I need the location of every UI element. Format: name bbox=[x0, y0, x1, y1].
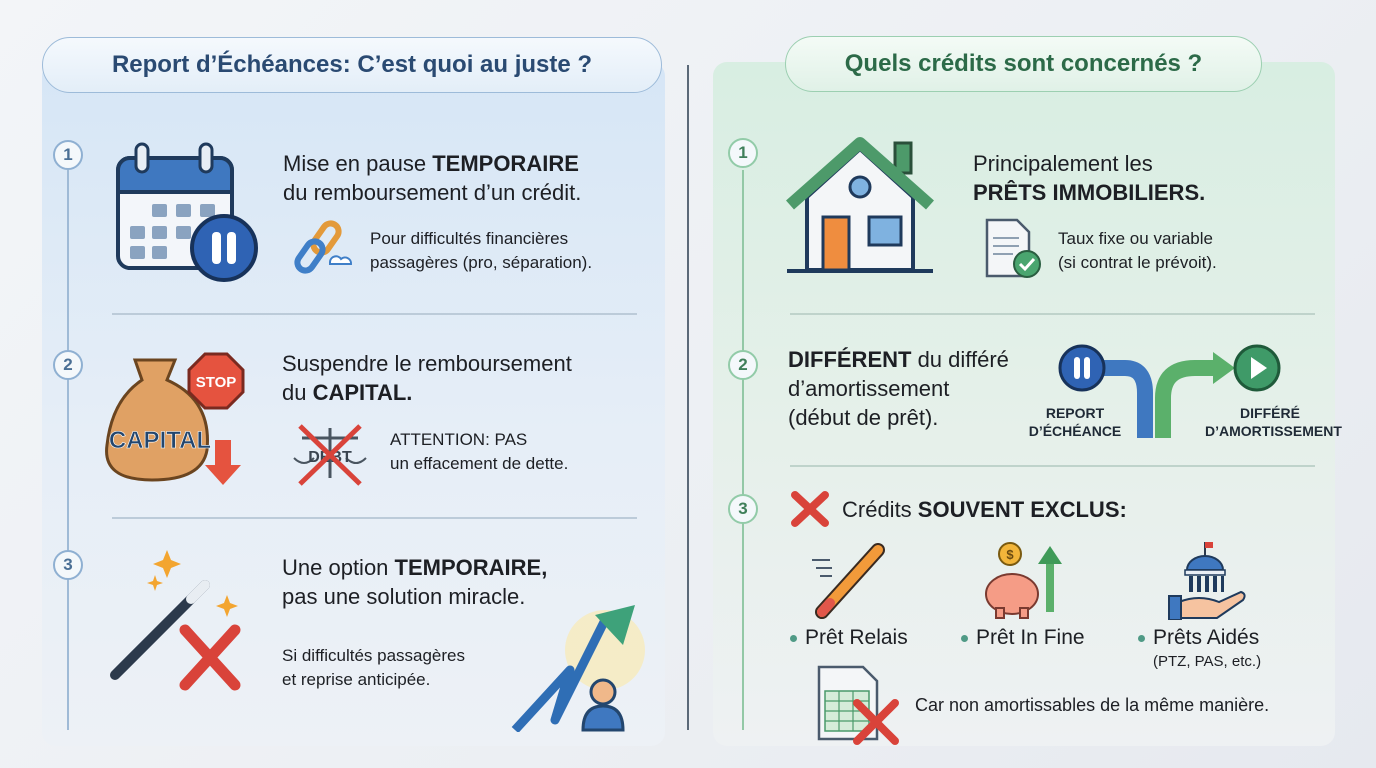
loan-item: Prêt Relais bbox=[790, 626, 908, 650]
spreadsheet-cross-icon bbox=[817, 665, 899, 745]
bullet-dot bbox=[961, 634, 968, 642]
r3-heading: Crédits SOUVENT EXCLUS: bbox=[842, 497, 1127, 522]
step-number-3: 3 bbox=[53, 550, 83, 580]
divider bbox=[790, 313, 1315, 315]
divider bbox=[112, 517, 637, 519]
government-hand-icon bbox=[1168, 542, 1246, 620]
r1-main: Principalement les PRÊTS IMMOBILIERS. bbox=[973, 151, 1206, 205]
document-check-icon bbox=[985, 218, 1041, 278]
l1-main: Mise en pause TEMPORAIRE du remboursement… bbox=[283, 151, 582, 205]
money-bag-stop-icon: STOP CAPITAL bbox=[105, 352, 245, 485]
house-icon bbox=[786, 137, 934, 273]
bullet-dot bbox=[1138, 634, 1145, 642]
step-number-1: 1 bbox=[53, 140, 83, 170]
svg-text:CAPITAL: CAPITAL bbox=[109, 427, 211, 454]
calendar-pause-icon bbox=[116, 142, 258, 282]
step-number-2: 2 bbox=[728, 350, 758, 380]
label-report-echeance: REPORT D’ÉCHÉANCE bbox=[1028, 405, 1122, 439]
step-number-2: 2 bbox=[53, 350, 83, 380]
l2-main: Suspendre le remboursement du CAPITAL. bbox=[282, 351, 572, 405]
label-differe-amortissement: DIFFÉRÉ D’AMORTISSEMENT bbox=[1205, 405, 1342, 439]
divider bbox=[112, 313, 637, 315]
bullet-dot bbox=[790, 634, 797, 642]
right-timeline bbox=[742, 170, 744, 730]
loan-item: Prêt In Fine bbox=[961, 626, 1085, 650]
pause-play-fork-icon bbox=[1058, 344, 1281, 438]
piggy-bank-arrow-icon: $ bbox=[985, 542, 1062, 619]
rising-arrow-person-icon bbox=[511, 605, 645, 732]
l1-sub: Pour difficultés financières passagères (… bbox=[370, 229, 593, 272]
crossed-scale-icon: DEBT bbox=[293, 424, 367, 486]
broken-chain-cloud-icon bbox=[294, 220, 352, 274]
right-title: Quels crédits sont concernés ? bbox=[785, 36, 1262, 92]
left-title: Report d’Échéances: C’est quoi au juste … bbox=[42, 37, 662, 93]
pencil-icon bbox=[812, 543, 885, 619]
l3-main: Une option TEMPORAIRE, pas une solution m… bbox=[282, 555, 548, 609]
r2-main: DIFFÉRENT du différé d’amortissement (débu… bbox=[788, 347, 1009, 430]
r1-sub: Taux fixe ou variable (si contrat le prév… bbox=[1058, 229, 1217, 272]
divider bbox=[790, 465, 1315, 467]
step-number-1: 1 bbox=[728, 138, 758, 168]
red-cross-icon bbox=[791, 491, 829, 527]
l2-sub: ATTENTION: PAS un effacement de dette. bbox=[390, 430, 569, 473]
magic-wand-cross-icon bbox=[110, 550, 241, 691]
exclusion-footer: Car non amortissables de la même manière… bbox=[915, 695, 1270, 715]
l3-sub: Si difficultés passagères et reprise anti… bbox=[282, 646, 466, 689]
loan-item: Prêts Aidés bbox=[1138, 626, 1259, 650]
left-timeline bbox=[67, 170, 69, 730]
step-number-3: 3 bbox=[728, 494, 758, 524]
svg-text:STOP: STOP bbox=[196, 374, 237, 391]
loan-note: (PTZ, PAS, etc.) bbox=[1153, 653, 1262, 670]
center-divider bbox=[687, 65, 689, 730]
svg-text:$: $ bbox=[1006, 547, 1014, 562]
